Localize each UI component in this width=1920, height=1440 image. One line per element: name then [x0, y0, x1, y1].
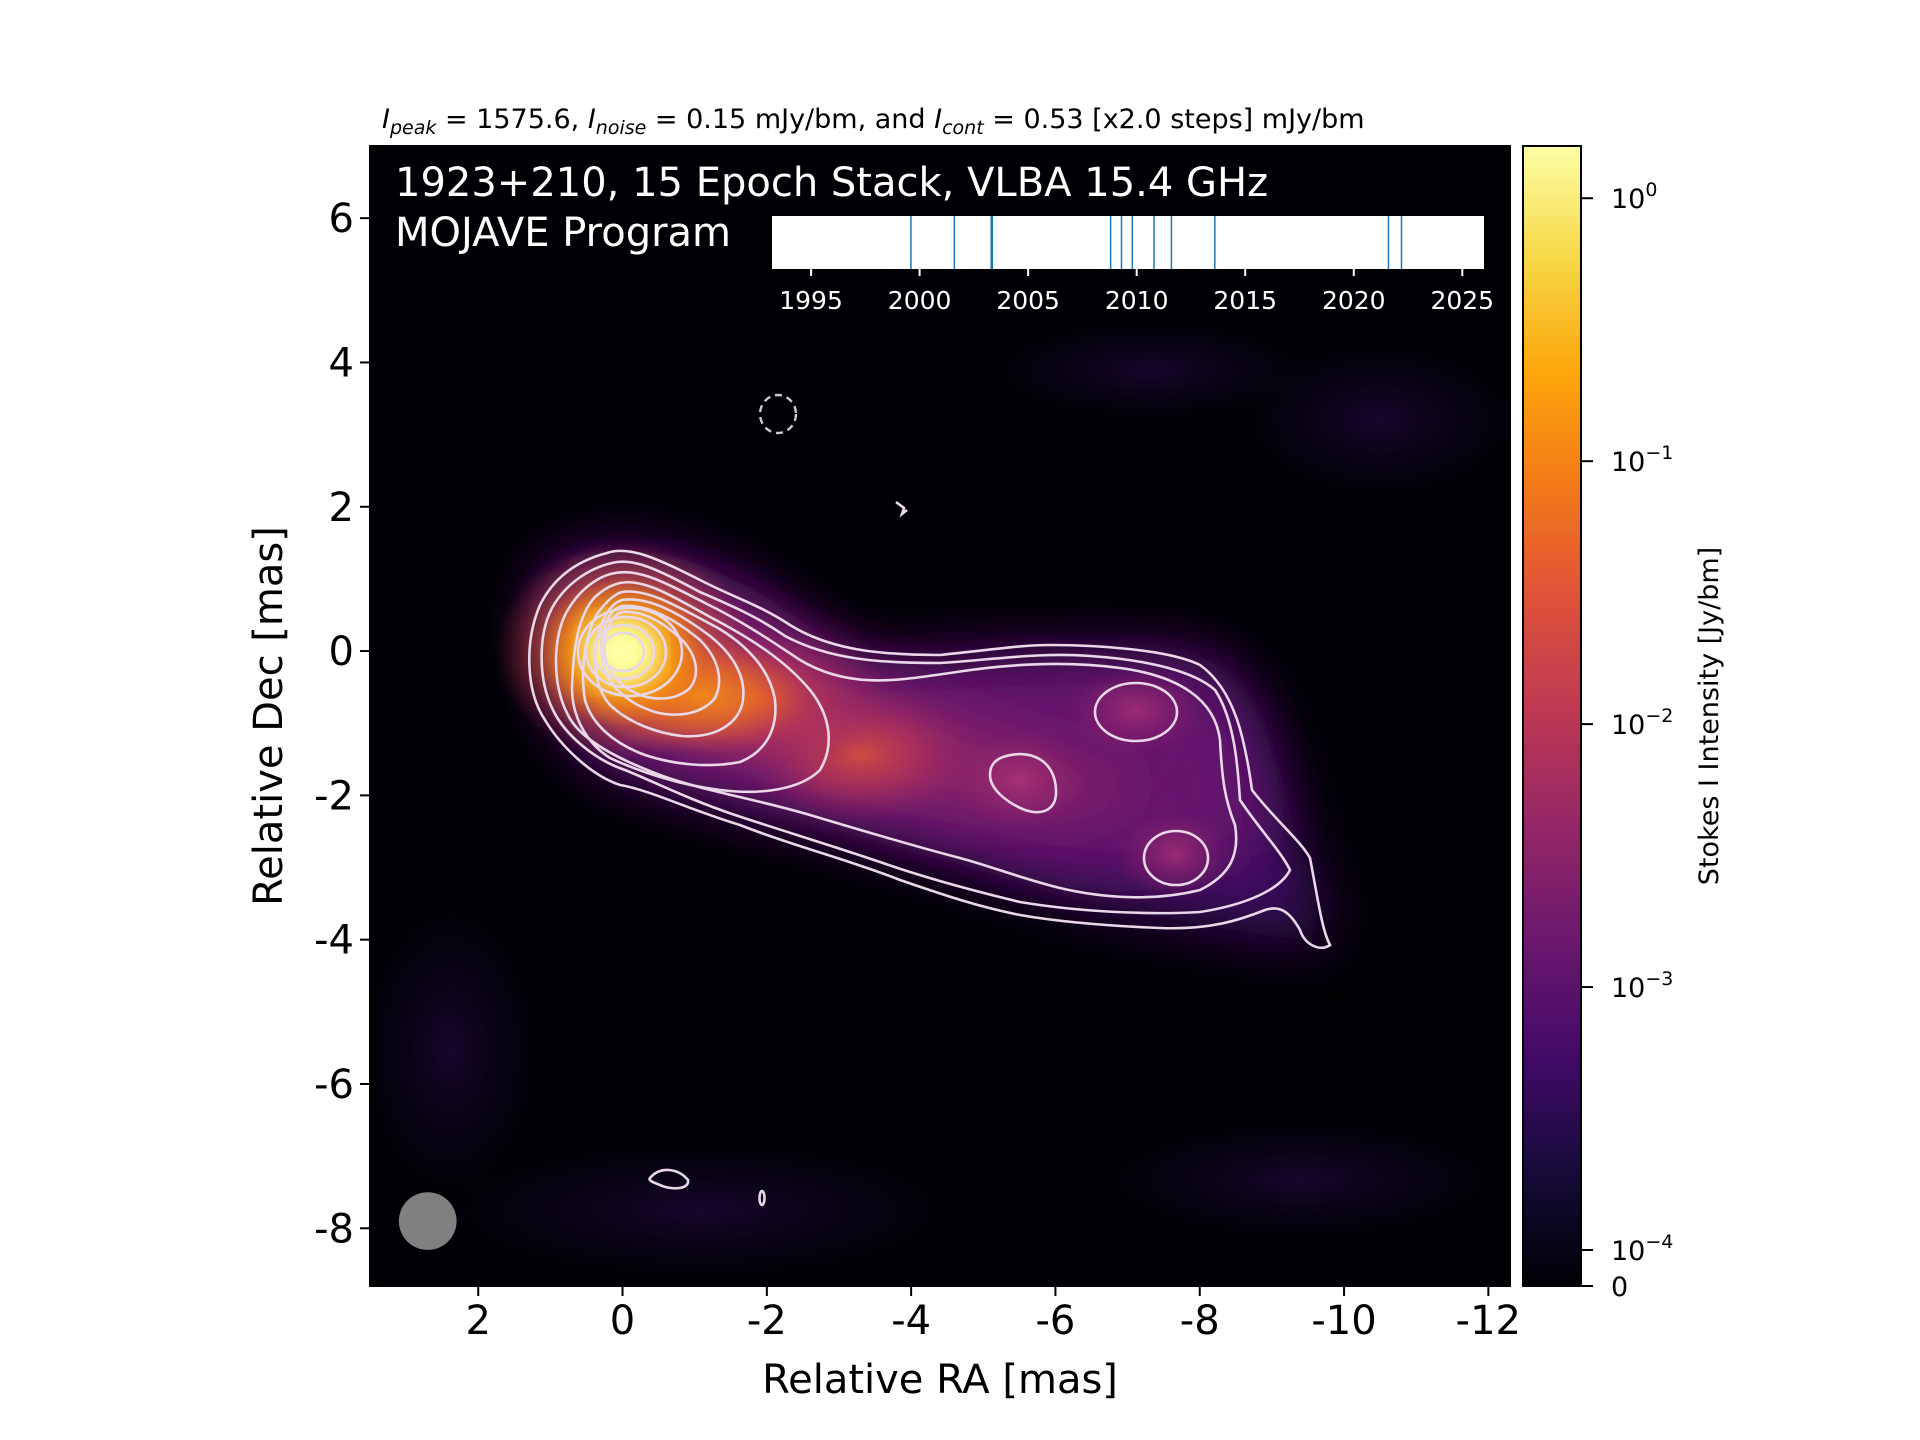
contour-11: [592, 623, 656, 681]
timeline-tick-label: 2010: [1105, 286, 1169, 315]
timeline-epochs: [910, 216, 1403, 269]
image-panel: 1923+210, 15 Epoch Stack, VLBA 15.4 GHz …: [369, 145, 1511, 1287]
colorbar-frame: [1522, 145, 1582, 1287]
x-tick-label: -10: [1311, 1298, 1376, 1344]
plot-title-line2: MOJAVE Program: [395, 210, 731, 256]
emission-map: [370, 320, 1510, 1280]
x-tick-label: -8: [1180, 1298, 1220, 1344]
colorbar-tick-label: 10−3: [1611, 968, 1673, 1004]
contour-blob-c: [895, 500, 908, 518]
contour-4: [570, 580, 831, 794]
contour-blob-b: [758, 1189, 766, 1207]
contour-7: [600, 604, 721, 716]
contours: [528, 500, 1332, 1207]
y-tick-label: -8: [314, 1206, 354, 1252]
colorbar-ticks: 100 10−1 10−2 10−3 10−4 0: [1581, 179, 1673, 1303]
contour-knot-4: [1142, 829, 1210, 887]
x-tick-label: -2: [747, 1298, 787, 1344]
timeline-tick-label: 2000: [888, 286, 952, 315]
timeline-box: [772, 216, 1484, 269]
y-tick-label: 6: [329, 196, 354, 242]
contour-10: [584, 615, 668, 689]
plot-frame: [369, 145, 1511, 1287]
timeline-tick-label: 2025: [1430, 286, 1494, 315]
colorbar: 100 10−1 10−2 10−3 10−4 0 Stokes I Intensity …: [1522, 145, 1725, 1303]
y-tick-label: 0: [329, 629, 354, 675]
y-tick-label: 4: [329, 340, 354, 386]
y-tick-label: -4: [314, 918, 354, 964]
header-stats: Ipeak = 1575.6, Inoise = 0.15 mJy/bm, an…: [382, 104, 1365, 139]
x-tick-label: -12: [1456, 1298, 1521, 1344]
plot-title-line1: 1923+210, 15 Epoch Stack, VLBA 15.4 GHz: [395, 160, 1268, 206]
x-tick-label: -6: [1035, 1298, 1075, 1344]
contour-knot-2: [988, 752, 1058, 814]
contour-outer: [528, 549, 1332, 950]
colorbar-label: Stokes I Intensity [Jy/bm]: [1694, 547, 1725, 885]
epoch-timeline: 1995 2000 2005 2010 2015 2020 2025: [772, 216, 1494, 315]
y-tick-label: 2: [329, 485, 354, 531]
timeline-tick-label: 2015: [1213, 286, 1277, 315]
colorbar-gradient: [1523, 146, 1581, 1286]
contour-2: [540, 560, 1292, 915]
x-tick-label: 0: [610, 1298, 635, 1344]
contour-knot-3: [1093, 681, 1179, 743]
contour-5: [581, 590, 777, 767]
x-axis: 2 0 -2 -4 -6 -8 -10 -12: [466, 1286, 1521, 1344]
timeline-tick-label: 2005: [996, 286, 1060, 315]
contour-3: [554, 570, 1238, 899]
colorbar-tick-label: 10−4: [1611, 1231, 1673, 1267]
dashed-marker: [758, 393, 798, 435]
timeline-ticks: 1995 2000 2005 2010 2015 2020 2025: [779, 269, 1494, 315]
x-axis-label: Relative RA [mas]: [762, 1357, 1118, 1403]
beam-ellipse: [398, 1192, 457, 1250]
colorbar-tick-label: 10−2: [1611, 705, 1673, 741]
colorbar-zero-label: 0: [1611, 1272, 1628, 1303]
timeline-tick-label: 2020: [1322, 286, 1386, 315]
colorbar-tick-label: 100: [1611, 179, 1657, 215]
contour-12: [600, 631, 646, 673]
x-tick-label: 2: [466, 1298, 491, 1344]
contour-blob-a: [648, 1168, 690, 1190]
colorbar-tick-label: 10−1: [1611, 442, 1673, 478]
x-tick-label: -4: [891, 1298, 931, 1344]
timeline-tick-label: 1995: [779, 286, 843, 315]
y-tick-label: -6: [314, 1062, 354, 1108]
y-tick-label: -2: [314, 773, 354, 819]
y-axis: 6 4 2 0 -2 -4 -6 -8: [314, 196, 370, 1252]
contour-9: [576, 606, 684, 698]
y-axis-label: Relative Dec [mas]: [246, 526, 292, 906]
